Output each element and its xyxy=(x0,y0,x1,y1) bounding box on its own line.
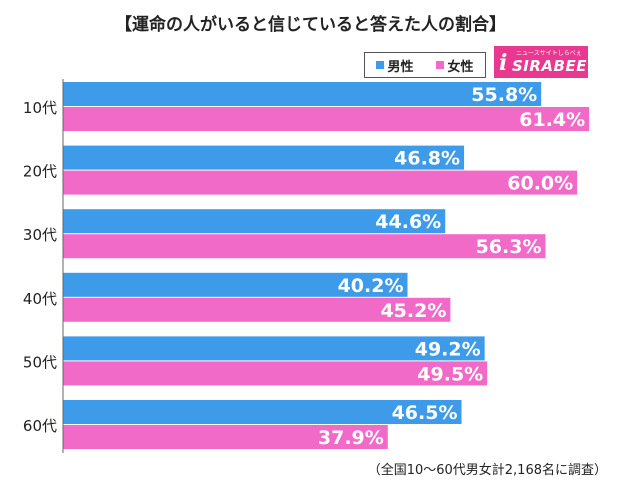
data-label-female-1: 61.4% xyxy=(519,109,585,131)
data-label-female-4: 45.2% xyxy=(380,300,446,322)
category-label-2: 20代 xyxy=(23,163,57,181)
bar-group-6: 46.5% 37.9% xyxy=(63,400,462,449)
legend-item-female: 女性 xyxy=(436,56,474,75)
bar-female-2 xyxy=(63,170,578,195)
category-label-4: 40代 xyxy=(23,290,57,308)
chart-title: 【運命の人がいると信じていると答えた人の割合】 xyxy=(115,15,506,35)
bar-female-1 xyxy=(63,107,590,131)
survey-footnote: （全国10～60代男女計2,168名に調査） xyxy=(367,463,607,478)
bar-group-1: 55.8% 61.4% xyxy=(63,82,590,131)
data-label-female-5: 49.5% xyxy=(417,363,483,385)
bar-female-5 xyxy=(63,361,488,386)
bar-male-3 xyxy=(63,209,446,234)
data-label-male-5: 49.2% xyxy=(415,338,481,360)
bar-male-2 xyxy=(63,145,465,170)
data-label-male-1: 55.8% xyxy=(471,84,537,106)
bar-female-4 xyxy=(63,297,451,322)
data-label-female-2: 60.0% xyxy=(507,173,573,195)
sirabee-logo: ニュースサイトしらべぇ i SIRABEE xyxy=(494,46,588,78)
legend-label-male: 男性 xyxy=(387,59,414,75)
legend-label-female: 女性 xyxy=(447,59,474,75)
bar-male-6 xyxy=(63,400,462,424)
data-label-female-3: 56.3% xyxy=(476,236,542,258)
legend-item-male: 男性 xyxy=(376,56,414,75)
data-label-male-6: 46.5% xyxy=(392,402,458,424)
bar-male-1 xyxy=(63,82,542,106)
bar-female-6 xyxy=(63,425,388,449)
category-label-3: 30代 xyxy=(23,226,57,244)
logo-name: SIRABEE xyxy=(512,57,587,75)
data-label-male-4: 40.2% xyxy=(338,275,404,297)
bar-group-3: 44.6% 56.3% xyxy=(63,209,546,259)
category-label-5: 50代 xyxy=(23,353,57,371)
data-label-male-2: 46.8% xyxy=(394,148,460,170)
bar-group-2: 46.8% 60.0% xyxy=(63,145,578,195)
legend-swatch-male xyxy=(376,61,385,69)
bar-male-4 xyxy=(63,272,408,297)
data-label-female-6: 37.9% xyxy=(318,427,384,449)
category-label-6: 60代 xyxy=(23,417,57,435)
logo-mark: i xyxy=(499,50,508,76)
legend-swatch-female xyxy=(436,61,445,69)
data-label-male-3: 44.6% xyxy=(375,211,441,233)
legend: 男性 女性 xyxy=(364,52,486,78)
bar-group-4: 40.2% 45.2% xyxy=(63,272,451,322)
category-label-1: 10代 xyxy=(23,99,57,117)
bar-female-3 xyxy=(63,234,546,259)
logo-tagline: ニュースサイトしらべぇ xyxy=(516,50,582,57)
bar-group-5: 49.2% 49.5% xyxy=(63,336,488,386)
bar-male-5 xyxy=(63,336,485,361)
